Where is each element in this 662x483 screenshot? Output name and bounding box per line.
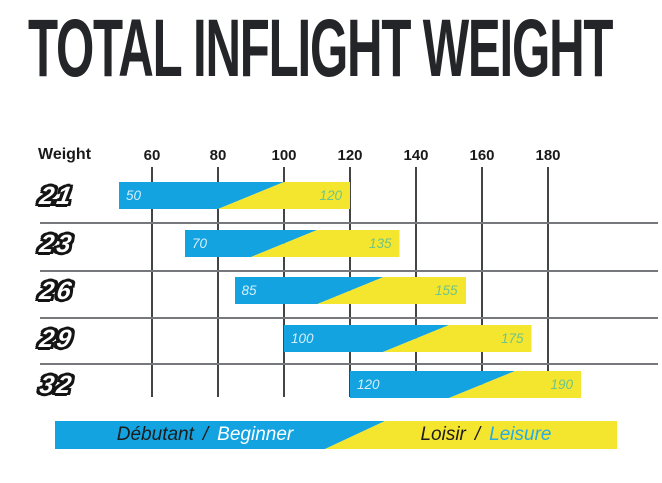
legend-separator: /: [202, 424, 209, 445]
axis-tick-label: 140: [403, 147, 429, 164]
legend-label-en: Beginner: [217, 424, 294, 445]
weight-range-bar-23: 70 135: [185, 230, 400, 257]
beginner-segment: [119, 182, 284, 209]
legend-label-fr: Loisir: [420, 424, 466, 445]
axis-tick-label: 80: [209, 147, 227, 164]
vertical-gridline: [481, 167, 483, 397]
bar-min-weight: 120: [357, 377, 380, 392]
leisure-segment: [449, 371, 581, 398]
leisure-segment: [383, 325, 532, 352]
legend-label-en: Leisure: [489, 424, 552, 445]
bar-max-weight: 155: [434, 283, 458, 298]
vertical-gridline: [217, 167, 219, 397]
vertical-gridline: [151, 167, 153, 397]
horizontal-gridline: [40, 222, 658, 224]
page-title: TOTAL INFLIGHT WEIGHT: [28, 3, 613, 94]
axis-tick-label: 100: [271, 147, 297, 164]
bar-graphic: [234, 277, 466, 304]
weight-range-bar-21: 50 120: [119, 182, 350, 209]
legend-bar-graphic: [55, 421, 617, 449]
axis-tick-label: 160: [469, 147, 495, 164]
horizontal-gridline: [40, 363, 658, 365]
bar-min-weight: 85: [241, 283, 257, 298]
horizontal-gridline: [40, 317, 658, 319]
axis-tick-label: 180: [535, 147, 561, 164]
legend-label-fr: Débutant: [116, 424, 194, 445]
axis-tick-label: 60: [143, 147, 161, 164]
beginner-segment: [350, 371, 515, 398]
bar-graphic: [284, 325, 532, 352]
weight-range-bar-32: 120 190: [350, 371, 581, 398]
leisure-segment: [317, 277, 466, 304]
legend-leisure-segment: [325, 421, 617, 449]
row-size-label: 32: [37, 371, 77, 399]
beginner-segment: [234, 277, 383, 304]
weight-range-bar-26: 85 155: [234, 277, 466, 304]
bar-min-weight: 50: [126, 188, 142, 203]
bar-graphic: [119, 182, 350, 209]
horizontal-gridline: [40, 270, 658, 272]
legend-separator: /: [474, 424, 481, 445]
bar-graphic: [185, 230, 400, 257]
bar-min-weight: 70: [192, 236, 208, 251]
legend-entry-leisure: Loisir / Leisure: [355, 421, 617, 449]
bar-max-weight: 120: [319, 188, 342, 203]
beginner-segment: [284, 325, 449, 352]
leisure-segment: [251, 230, 400, 257]
legend-beginner-segment: [55, 421, 385, 449]
row-size-label: 23: [37, 230, 77, 258]
leisure-segment: [218, 182, 350, 209]
vertical-gridline: [547, 167, 549, 397]
weight-axis-label: Weight: [38, 146, 92, 163]
legend-entry-beginner: Débutant / Beginner: [55, 421, 355, 449]
bar-max-weight: 135: [368, 236, 392, 251]
row-size-label: 29: [37, 325, 77, 353]
bar-max-weight: 175: [500, 331, 524, 346]
axis-tick-label: 120: [337, 147, 363, 164]
bar-min-weight: 100: [291, 331, 314, 346]
weight-range-bar-29: 100 175: [284, 325, 532, 352]
row-size-label: 26: [37, 277, 77, 305]
bar-max-weight: 190: [550, 377, 573, 392]
beginner-segment: [185, 230, 317, 257]
chart-legend: Débutant / Beginner Loisir / Leisure: [55, 421, 617, 449]
bar-graphic: [350, 371, 581, 398]
